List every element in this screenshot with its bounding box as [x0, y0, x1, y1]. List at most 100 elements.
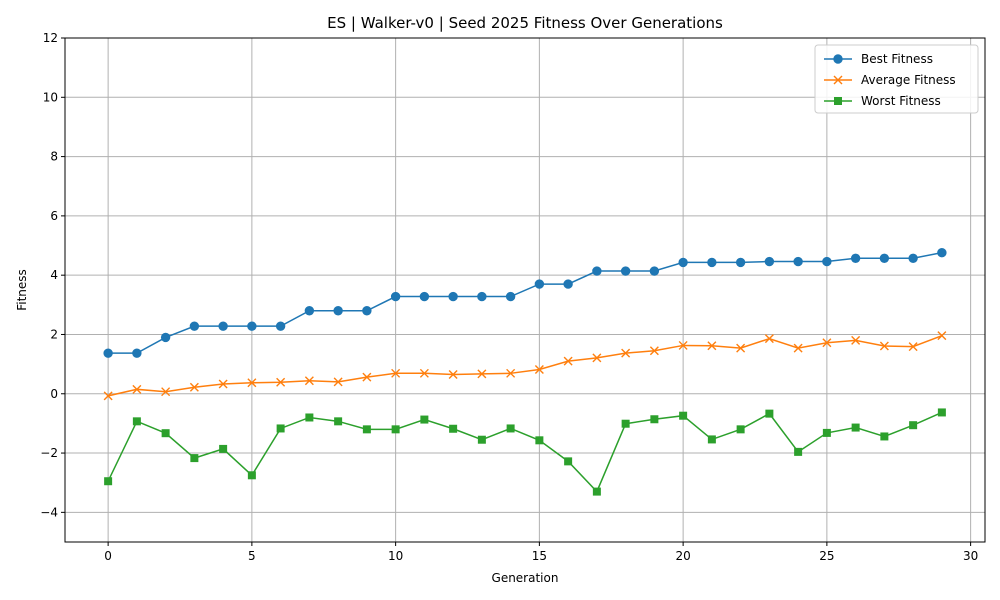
best-fitness-point: [649, 266, 660, 276]
best-fitness-point: [678, 257, 688, 268]
best-fitness-point: [362, 306, 372, 316]
worst-fitness-point: [477, 435, 486, 444]
average-fitness-point: [391, 368, 401, 378]
average-fitness-point: [621, 348, 631, 358]
worst-fitness-point: [650, 415, 659, 424]
chart-title: ES | Walker-v0 | Seed 2025 Fitness Over …: [327, 14, 723, 32]
worst-fitness-point: [506, 424, 515, 433]
worst-fitness-point: [132, 417, 141, 426]
x-tick-label: 30: [963, 549, 978, 563]
average-fitness-point: [419, 368, 429, 378]
best-fitness-point: [132, 348, 142, 358]
best-fitness-point: [103, 348, 113, 358]
best-fitness-point: [505, 291, 516, 302]
x-tick-label: 25: [819, 549, 834, 563]
worst-fitness-point: [247, 471, 256, 480]
worst-fitness-point: [219, 444, 228, 453]
average-fitness-point: [103, 391, 113, 401]
worst-fitness-point: [420, 415, 429, 424]
best-fitness-point: [448, 291, 458, 302]
legend-box: [814, 44, 979, 114]
y-tick-label: 10: [43, 90, 58, 104]
legend-label: Best Fitness: [861, 52, 933, 66]
x-tick-label: 20: [675, 549, 690, 563]
worst-fitness-point: [449, 424, 458, 433]
average-fitness-point: [218, 379, 228, 389]
average-fitness-point: [764, 334, 774, 344]
average-fitness-point: [563, 356, 573, 366]
best-fitness-point: [735, 257, 746, 268]
best-fitness-line: [108, 251, 943, 354]
legend-label: Worst Fitness: [861, 94, 941, 108]
worst-fitness-point: [564, 457, 573, 466]
worst-fitness-point: [765, 409, 774, 418]
average-fitness-point: [247, 378, 257, 388]
best-fitness-point: [534, 279, 545, 289]
y-axis-label: Fitness: [15, 269, 29, 311]
worst-fitness-point: [937, 408, 946, 417]
axis-ticks: 0 5 10 15 20 25 30 −4 −2 0 2 4 6 8 10 12: [40, 31, 978, 563]
worst-fitness-point: [909, 421, 918, 430]
best-fitness-point: [822, 256, 832, 267]
x-tick-label: 0: [104, 549, 112, 563]
y-tick-label: 0: [50, 387, 58, 401]
legend-item-best-fitness: Best Fitness: [824, 52, 933, 66]
y-tick-label: 8: [50, 150, 58, 164]
average-fitness-point: [793, 343, 803, 353]
average-fitness-point: [649, 346, 659, 356]
best-fitness-point: [620, 266, 631, 276]
average-fitness-point: [333, 377, 343, 387]
x-tick-label: 5: [248, 549, 256, 563]
average-fitness-point: [937, 331, 947, 341]
best-fitness-point: [419, 291, 430, 302]
average-fitness-point: [851, 335, 861, 345]
y-tick-label: 2: [50, 327, 58, 341]
worst-fitness-point: [190, 454, 199, 463]
average-fitness-point: [304, 376, 314, 386]
series-layer: [103, 247, 947, 496]
worst-fitness-point: [880, 432, 889, 441]
worst-fitness-point: [535, 436, 544, 445]
legend-label: Average Fitness: [861, 73, 956, 87]
average-fitness-line: [107, 334, 943, 397]
best-fitness-point: [390, 291, 401, 302]
worst-fitness-point: [621, 419, 630, 428]
best-fitness-point: [563, 279, 573, 289]
worst-fitness-point: [822, 428, 831, 437]
best-fitness-point: [189, 321, 200, 331]
x-axis-label: Generation: [492, 571, 559, 585]
legend-swatch-marker: [833, 54, 843, 64]
best-fitness-point: [304, 306, 315, 316]
worst-fitness-point: [707, 435, 716, 444]
average-fitness-point: [189, 382, 199, 392]
best-fitness-point: [908, 253, 918, 263]
average-fitness-point: [506, 368, 516, 378]
average-fitness-point: [161, 387, 171, 397]
y-tick-label: −2: [40, 446, 58, 460]
y-tick-label: −4: [40, 505, 58, 519]
average-fitness-point: [534, 364, 544, 374]
worst-fitness-point: [592, 487, 601, 496]
average-fitness-point: [276, 377, 286, 387]
legend-swatch-marker: [834, 97, 842, 105]
worst-fitness-point: [736, 425, 745, 434]
worst-fitness-point: [362, 425, 371, 434]
worst-fitness-point: [334, 417, 343, 426]
series-worst-fitness: [104, 408, 946, 496]
average-fitness-point: [678, 340, 688, 350]
best-fitness-point: [592, 266, 602, 276]
best-fitness-point: [218, 321, 228, 331]
x-tick-label: 10: [388, 549, 403, 563]
y-tick-label: 12: [43, 31, 58, 45]
legend: Best Fitness Average Fitness Worst Fitness: [814, 44, 979, 114]
worst-fitness-point: [851, 423, 860, 432]
worst-fitness-line: [107, 411, 943, 493]
worst-fitness-point: [161, 429, 170, 438]
average-fitness-point: [448, 369, 458, 379]
best-fitness-point: [160, 332, 171, 343]
legend-swatch-marker: [833, 75, 843, 85]
y-tick-label: 4: [50, 268, 58, 282]
series-best-fitness: [103, 247, 947, 358]
average-fitness-point: [592, 353, 602, 363]
best-fitness-point: [477, 291, 487, 302]
